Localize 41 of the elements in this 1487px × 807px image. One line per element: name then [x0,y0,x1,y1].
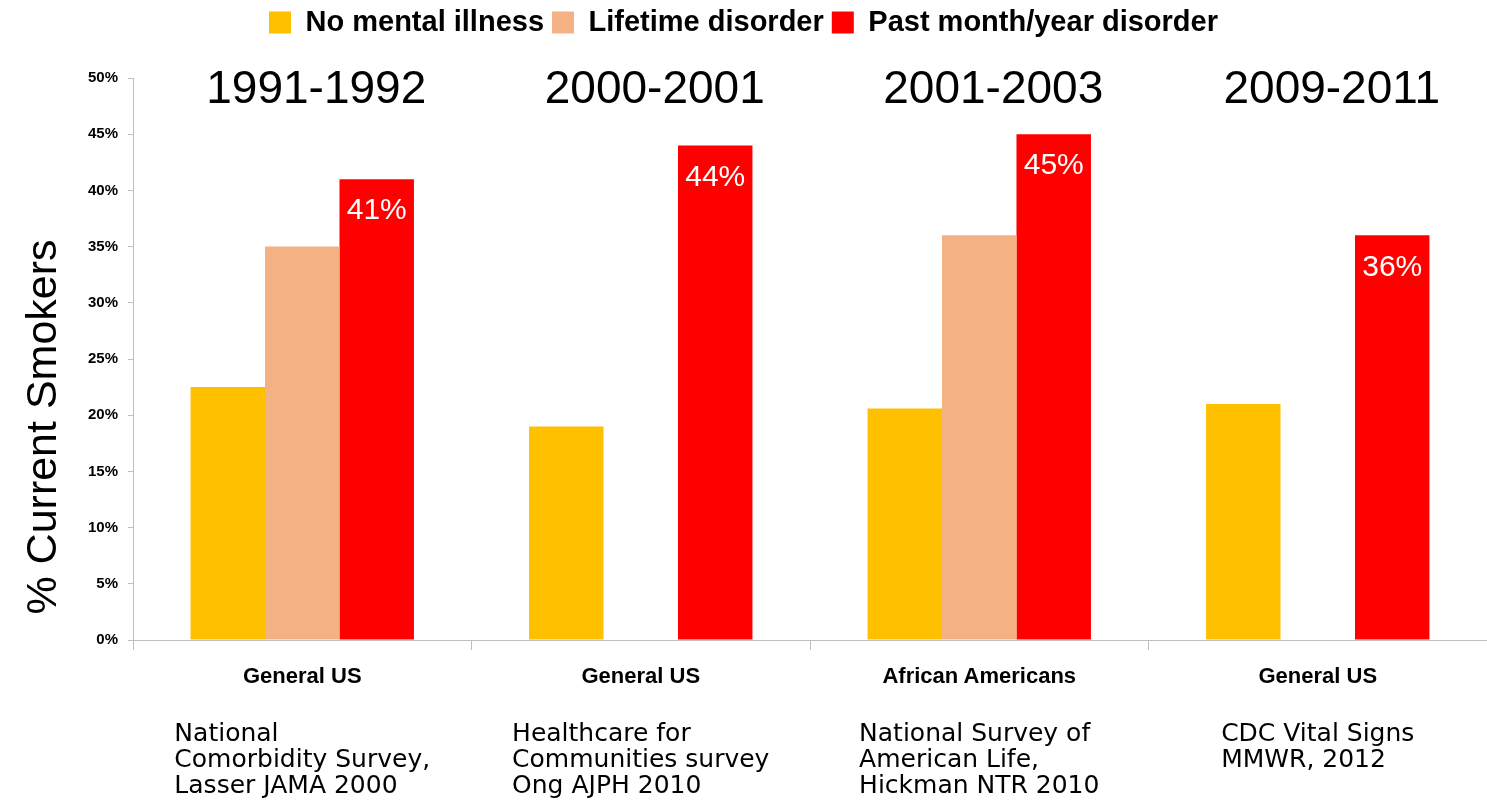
bar [1354,235,1430,640]
text: CDC Vital Signs MMWR, 2012 [1221,718,1415,773]
y-tick-label: 45% [87,124,118,142]
annotation: 2000-2001 [544,60,765,113]
data-label: 45% [1023,147,1084,181]
annotation: 2001-2003 [883,60,1104,113]
y-tick-label: 20% [87,405,118,423]
data-label: 44% [685,158,746,192]
x-tick-label: General US [581,663,701,689]
legend-label: No mental illness [305,4,545,37]
legend-label: Lifetime disorder [588,4,824,37]
text: National Comorbidity Survey, Lasser JAMA 2000 [174,718,431,799]
bar [1016,134,1091,640]
y-tick-label: 25% [87,349,118,367]
y-tick-label: 40% [87,180,118,198]
bar [942,235,1017,640]
bar [265,246,340,640]
y-tick-label: 0% [96,630,118,648]
bar [529,426,604,640]
y-axis-title: % Current Smokers [16,239,65,615]
annotation: 1991-1992 [206,60,427,113]
bar [867,408,943,640]
y-tick-label: 30% [87,292,118,310]
bar [1206,403,1281,640]
x-tick-label: General US [242,663,362,689]
y-tick-label: 35% [87,236,118,254]
y-tick-label: 5% [96,573,118,591]
text: National Survey of American Life, Hickman NTR 2010 [859,718,1100,799]
text: Healthcare for Communities survey Ong AJPH 2010 [512,718,770,799]
data-label: 36% [1362,248,1423,282]
y-tick-label: 15% [87,461,118,479]
y-tick-label: 10% [87,517,118,535]
legend-label: Past month/year disorder [868,4,1218,37]
y-tick-label: 50% [87,68,118,86]
bar [190,387,266,640]
bar [339,179,414,640]
annotation: 2009-2011 [1223,60,1441,113]
bar [677,145,753,640]
data-label: 41% [346,192,407,226]
x-tick-label: General US [1258,663,1378,689]
x-tick-label: African Americans [882,663,1077,689]
